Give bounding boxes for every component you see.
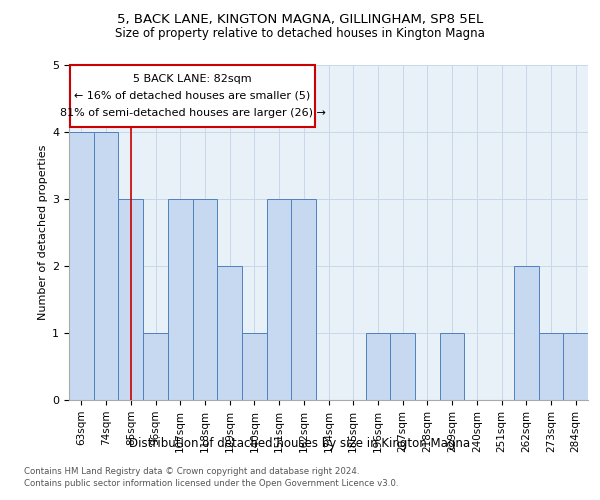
Text: 5, BACK LANE, KINGTON MAGNA, GILLINGHAM, SP8 5EL: 5, BACK LANE, KINGTON MAGNA, GILLINGHAM,… [117,12,483,26]
Bar [365,333,390,400]
Bar [70,65,315,126]
Bar [168,199,193,400]
Text: 5 BACK LANE: 82sqm: 5 BACK LANE: 82sqm [133,74,252,84]
Bar [143,333,168,400]
Text: ← 16% of detached houses are smaller (5): ← 16% of detached houses are smaller (5) [74,91,311,101]
Bar [563,333,588,400]
Text: Contains public sector information licensed under the Open Government Licence v3: Contains public sector information licen… [24,478,398,488]
Bar [69,132,94,400]
Bar [514,266,539,400]
Bar [94,132,118,400]
Bar [193,199,217,400]
Bar [242,333,267,400]
Bar [292,199,316,400]
Text: Distribution of detached houses by size in Kington Magna: Distribution of detached houses by size … [130,438,470,450]
Bar [440,333,464,400]
Bar [217,266,242,400]
Bar [267,199,292,400]
Bar [390,333,415,400]
Text: Size of property relative to detached houses in Kington Magna: Size of property relative to detached ho… [115,28,485,40]
Bar [539,333,563,400]
Y-axis label: Number of detached properties: Number of detached properties [38,145,48,320]
Bar [118,199,143,400]
Text: Contains HM Land Registry data © Crown copyright and database right 2024.: Contains HM Land Registry data © Crown c… [24,468,359,476]
Text: 81% of semi-detached houses are larger (26) →: 81% of semi-detached houses are larger (… [59,108,326,118]
